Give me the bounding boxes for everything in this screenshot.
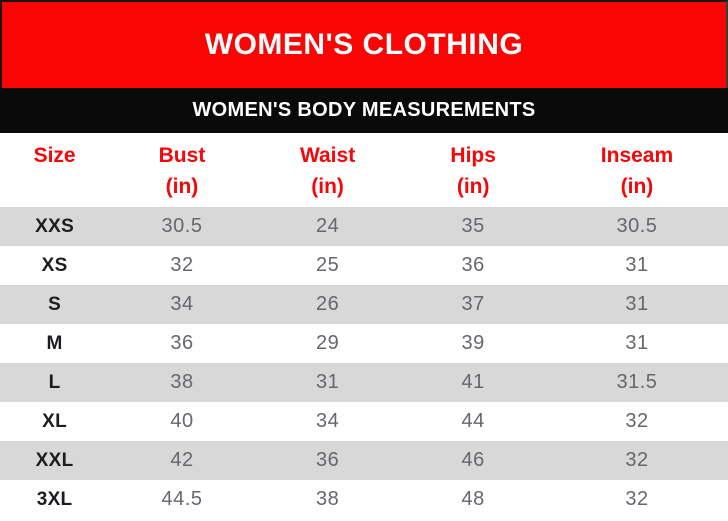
inseam-value: 31: [625, 293, 649, 315]
bust-value: 34: [170, 293, 194, 315]
inseam-value: 31: [625, 254, 649, 276]
size-value: L: [48, 371, 61, 393]
hips-value: 36: [461, 254, 485, 276]
table-row-3xl: 3XL 44.5 38 48 32: [0, 480, 728, 519]
size-value: M: [46, 332, 63, 354]
waist-value: 25: [315, 254, 340, 276]
hips-value: 46: [461, 449, 485, 471]
bust-value: 30.5: [161, 215, 203, 237]
waist-value: 38: [315, 488, 340, 510]
size-value: XS: [41, 254, 68, 276]
hips-value: 44: [461, 410, 485, 432]
inseam-value: 32: [625, 449, 649, 471]
column-unit: (in): [165, 175, 199, 198]
bust-value: 44.5: [161, 488, 203, 510]
column-label: Inseam: [600, 144, 674, 167]
hips-value: 39: [461, 332, 485, 354]
hips-value: 48: [461, 488, 485, 510]
bust-value: 36: [170, 332, 194, 354]
waist-value: 24: [315, 215, 340, 237]
size-value: XXS: [35, 215, 75, 237]
size-value: 3XL: [36, 488, 73, 510]
inseam-value: 31: [625, 332, 649, 354]
table-row-l: L 38 31 41 31.5: [0, 363, 728, 402]
column-label: Size: [33, 144, 76, 167]
table-header-row: Size Bust (in) Waist (in) Hips (in) Inse…: [0, 133, 728, 207]
column-unit: (in): [456, 175, 490, 198]
bust-value: 42: [170, 449, 194, 471]
inseam-value: 30.5: [616, 215, 658, 237]
bust-value: 40: [170, 410, 194, 432]
table-row-xs: XS 32 25 36 31: [0, 246, 728, 285]
table-row-xxs: XXS 30.5 24 35 30.5: [0, 207, 728, 246]
category-title: WOMEN'S CLOTHING: [204, 28, 524, 61]
section-title: WOMEN'S BODY MEASUREMENTS: [192, 99, 536, 121]
column-header-inseam: Inseam (in): [546, 133, 728, 207]
table-row-m: M 36 29 39 31: [0, 324, 728, 363]
column-unit: (in): [620, 175, 654, 198]
table-row-xxl: XXL 42 36 46 32: [0, 441, 728, 480]
bust-value: 38: [170, 371, 194, 393]
hips-value: 37: [461, 293, 485, 315]
column-label: Bust: [158, 144, 206, 167]
column-label: Hips: [450, 144, 496, 167]
inseam-value: 32: [625, 488, 649, 510]
inseam-value: 31.5: [616, 371, 658, 393]
waist-value: 29: [315, 332, 340, 354]
inseam-value: 32: [625, 410, 649, 432]
column-header-bust: Bust (in): [109, 133, 255, 207]
measurements-table: Size Bust (in) Waist (in) Hips (in) Inse…: [0, 133, 728, 519]
waist-value: 36: [315, 449, 340, 471]
hips-value: 41: [461, 371, 485, 393]
waist-value: 31: [315, 371, 340, 393]
bust-value: 32: [170, 254, 194, 276]
column-label: Waist: [299, 144, 356, 167]
table-row-xl: XL 40 34 44 32: [0, 402, 728, 441]
waist-value: 34: [315, 410, 340, 432]
column-unit: (in): [311, 175, 344, 198]
hips-value: 35: [461, 215, 485, 237]
section-banner: WOMEN'S BODY MEASUREMENTS: [0, 88, 728, 133]
column-header-hips: Hips (in): [400, 133, 546, 207]
category-banner: WOMEN'S CLOTHING: [0, 0, 728, 88]
column-header-size: Size: [0, 133, 109, 207]
waist-value: 26: [315, 293, 340, 315]
size-value: XXL: [35, 449, 74, 471]
size-value: S: [48, 293, 62, 315]
column-header-waist: Waist (in): [255, 133, 401, 207]
table-row-s: S 34 26 37 31: [0, 285, 728, 324]
size-value: XL: [42, 410, 68, 432]
